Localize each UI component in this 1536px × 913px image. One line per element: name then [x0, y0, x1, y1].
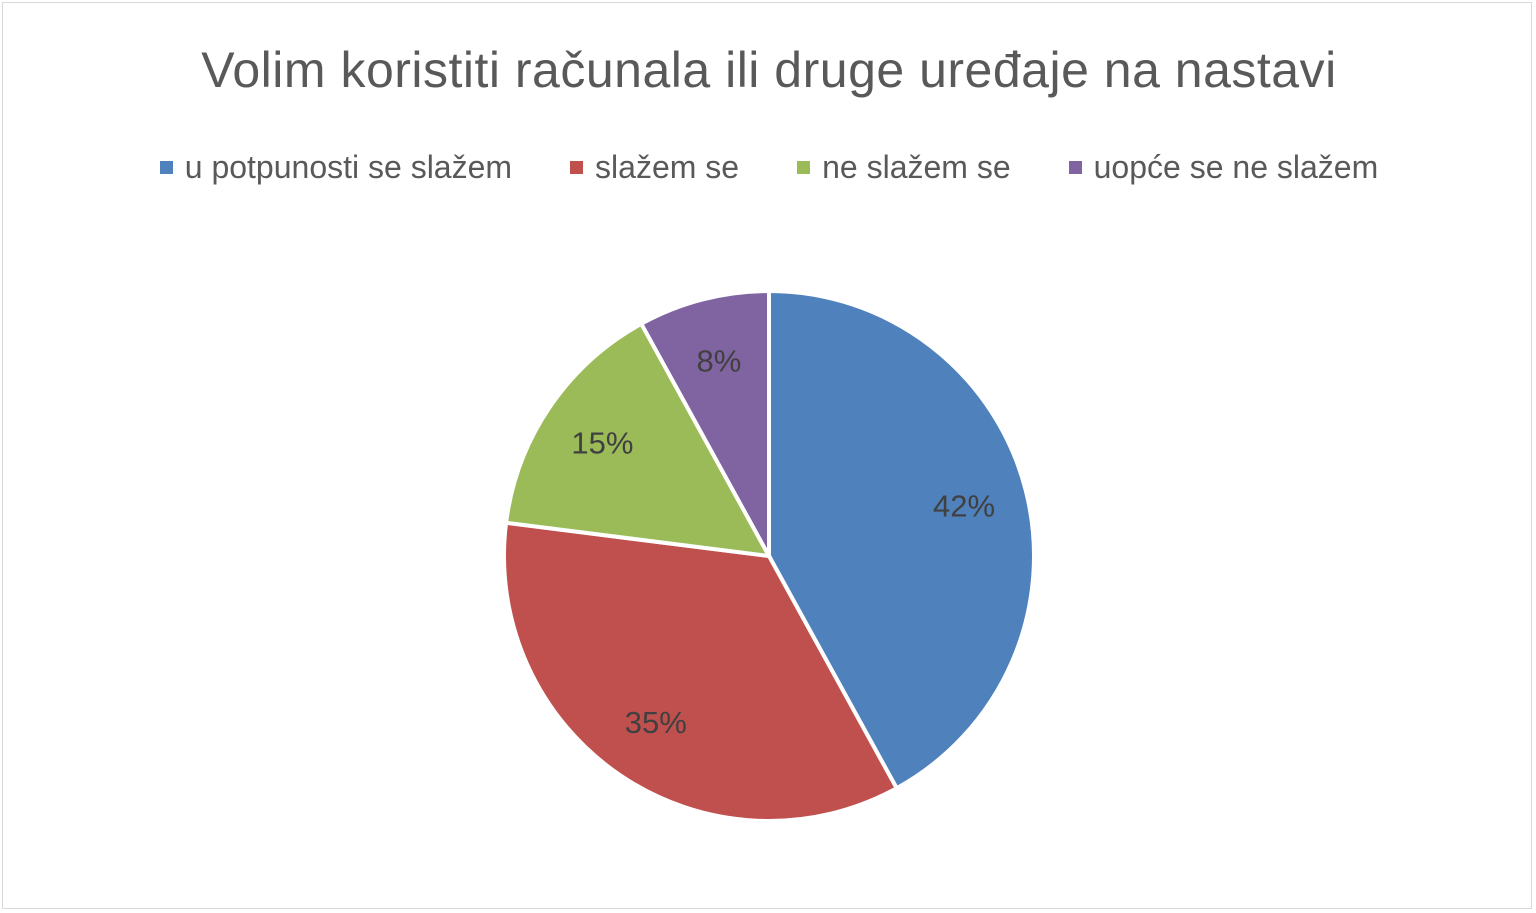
legend-swatch [570, 160, 584, 174]
chart-title: Volim koristiti računala ili druge uređa… [201, 42, 1337, 98]
chart-legend: u potpunosti se slažem slažem se ne slaž… [3, 145, 1535, 189]
pie-slice-u-potpunosti-se-slazem [767, 288, 1036, 791]
pie-slice-ne-slazem-se [503, 321, 773, 559]
legend-label: uopće se ne slažem [1093, 148, 1379, 185]
data-label-uopce-se-ne-slazem: 8% [697, 343, 742, 378]
legend-item-uopce-se-ne-slazem: uopće se ne slažem [1068, 148, 1379, 186]
legend-swatch [159, 160, 173, 174]
legend-item-slazem-se: slažem se [570, 149, 739, 186]
pie-chart: 42% 35% 15% 8% [502, 288, 1036, 823]
data-label-u-potpunosti-se-slazem: 42% [933, 488, 995, 523]
data-label-ne-slazem-se: 15% [571, 425, 633, 460]
legend-swatch [1068, 160, 1082, 174]
legend-label: slažem se [595, 148, 740, 185]
legend-swatch [797, 160, 811, 174]
legend-label: u potpunosti se slažem [184, 148, 513, 185]
legend-item-ne-slazem-se: ne slažem se [797, 149, 1011, 186]
pie-slice-uopce-se-ne-slazem [638, 288, 771, 557]
legend-item-u-potpunosti-se-slazem: u potpunosti se slažem [159, 148, 513, 186]
data-label-slazem-se: 35% [625, 705, 687, 740]
legend-label: ne slažem se [822, 148, 1011, 185]
pie-slice-slazem-se [502, 520, 900, 823]
